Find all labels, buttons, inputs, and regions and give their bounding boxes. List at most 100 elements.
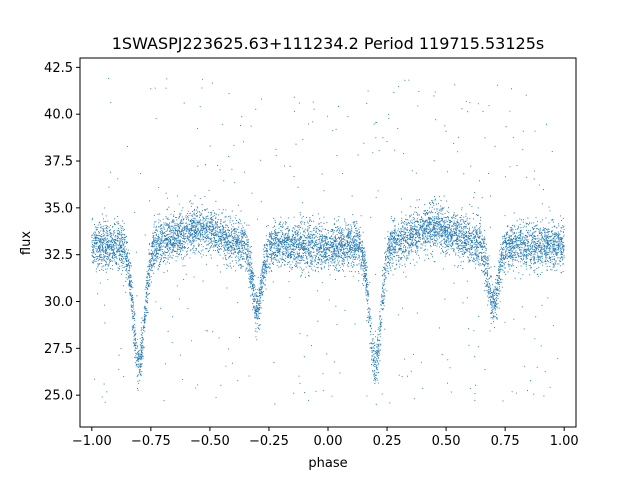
data-point	[364, 266, 366, 268]
data-point	[133, 318, 135, 320]
data-point	[240, 254, 242, 256]
data-point	[310, 345, 313, 347]
data-point	[194, 218, 196, 220]
data-point	[527, 233, 529, 235]
data-point	[269, 246, 271, 248]
data-point	[549, 386, 551, 388]
data-point	[306, 236, 308, 238]
data-point	[249, 262, 251, 264]
data-point	[170, 213, 172, 215]
data-point	[288, 270, 291, 272]
data-point	[454, 240, 456, 242]
data-point	[122, 228, 124, 230]
data-point	[441, 239, 443, 241]
data-point	[447, 248, 449, 250]
data-point	[240, 223, 242, 225]
data-point	[556, 236, 558, 238]
data-point	[469, 204, 471, 206]
data-point	[395, 248, 397, 250]
data-point	[448, 228, 450, 230]
data-point	[354, 323, 356, 325]
data-point	[492, 284, 494, 286]
data-point	[562, 231, 564, 233]
data-point	[507, 256, 509, 258]
data-point	[298, 375, 300, 377]
data-point	[324, 228, 326, 231]
data-point	[511, 246, 513, 248]
data-point	[347, 236, 349, 238]
data-point	[336, 154, 338, 157]
data-point	[254, 322, 257, 324]
data-point	[559, 241, 561, 243]
data-point	[422, 231, 424, 233]
data-point	[287, 235, 289, 237]
data-point	[414, 251, 417, 253]
data-point	[538, 239, 540, 241]
data-point	[242, 259, 244, 261]
data-point	[130, 275, 132, 277]
data-point	[530, 266, 532, 269]
data-point	[284, 255, 287, 257]
data-point	[561, 219, 563, 221]
data-point	[380, 320, 382, 322]
data-point	[367, 90, 369, 92]
data-point	[375, 380, 377, 382]
data-point	[463, 246, 465, 248]
data-point	[421, 243, 423, 245]
data-point	[205, 219, 207, 221]
data-point	[469, 102, 471, 104]
data-point	[314, 246, 316, 248]
data-point	[537, 275, 539, 277]
data-point	[202, 249, 204, 251]
data-point	[389, 266, 391, 268]
data-point	[306, 246, 308, 248]
data-point	[488, 289, 490, 291]
data-point	[525, 257, 527, 259]
data-point	[298, 238, 300, 240]
data-point	[450, 246, 452, 248]
data-point	[252, 309, 254, 311]
data-point	[419, 233, 421, 235]
data-point	[482, 242, 485, 244]
data-point	[271, 243, 273, 245]
data-point	[307, 233, 310, 235]
data-point	[278, 243, 280, 246]
data-point	[494, 289, 497, 291]
data-point	[120, 228, 122, 230]
data-point	[96, 228, 98, 230]
data-point	[346, 229, 348, 231]
data-point	[159, 265, 161, 268]
data-point	[242, 235, 244, 237]
data-point	[433, 237, 435, 239]
data-point	[475, 225, 477, 227]
data-point	[201, 209, 204, 211]
data-point	[482, 260, 484, 262]
data-point	[539, 242, 541, 244]
data-point	[160, 230, 163, 232]
data-point	[127, 249, 129, 251]
data-point	[526, 262, 528, 264]
data-point	[339, 240, 342, 242]
data-point	[269, 245, 271, 247]
data-point	[281, 261, 284, 264]
data-point	[157, 269, 159, 271]
data-point	[297, 239, 299, 241]
data-point	[217, 250, 219, 252]
data-point	[193, 235, 195, 238]
data-point	[438, 237, 441, 239]
data-point	[168, 206, 170, 208]
data-point	[192, 215, 194, 217]
data-point	[434, 212, 436, 214]
data-point	[401, 265, 403, 267]
data-point	[130, 305, 132, 307]
data-point	[325, 238, 327, 240]
data-point	[541, 260, 543, 262]
data-point	[334, 237, 336, 240]
data-point	[175, 255, 177, 257]
data-point	[473, 243, 475, 245]
data-point	[367, 281, 369, 284]
data-point	[440, 236, 443, 238]
data-point	[177, 236, 179, 238]
data-point	[307, 248, 309, 250]
data-point	[419, 237, 421, 239]
